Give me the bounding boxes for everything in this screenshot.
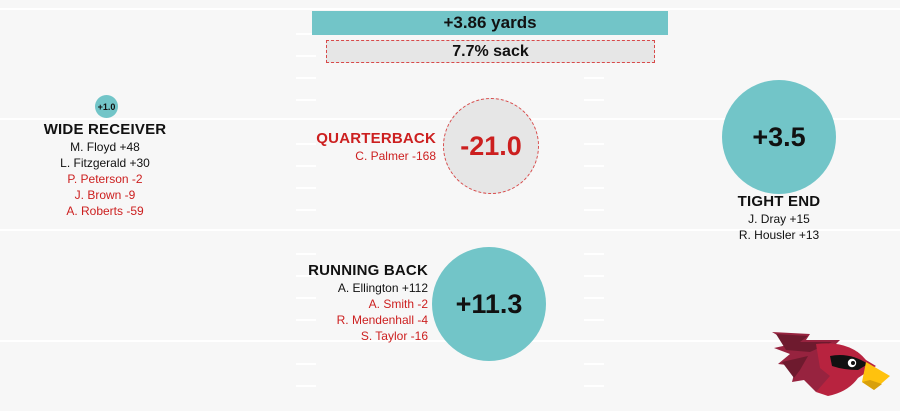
player-stat: R. Mendenhall -4: [336, 313, 428, 327]
wide-receiver-group: WIDE RECEIVER M. Floyd +48 L. Fitzgerald …: [30, 121, 180, 219]
player-stat: L. Fitzgerald +30: [60, 156, 150, 170]
wide-receiver-player-list: M. Floyd +48 L. Fitzgerald +30 P. Peterson…: [30, 139, 180, 219]
quarterback-circle: -21.0: [443, 98, 539, 194]
wide-receiver-circle: +1.0: [95, 95, 118, 118]
field-line: [0, 8, 900, 10]
wide-receiver-title: WIDE RECEIVER: [43, 121, 167, 138]
yards-per-play-value: +3.86 yards: [443, 13, 537, 32]
tight-end-group: TIGHT END J. Dray +15 R. Housler +13: [704, 193, 854, 243]
player-stat: J. Brown -9: [74, 188, 136, 202]
tight-end-circle: +3.5: [722, 80, 836, 194]
yards-per-play-bar: +3.86 yards: [312, 11, 668, 35]
player-stat: R. Housler +13: [738, 228, 820, 242]
tight-end-title: TIGHT END: [737, 193, 821, 210]
player-stat: A. Ellington +112: [337, 281, 428, 295]
tight-end-player-list: J. Dray +15 R. Housler +13: [704, 211, 854, 243]
running-back-player-list: A. Ellington +112 A. Smith -2 R. Mendenhal…: [278, 280, 428, 344]
running-back-circle: +11.3: [432, 247, 546, 361]
player-stat: A. Smith -2: [368, 297, 428, 311]
running-back-group: RUNNING BACK A. Ellington +112 A. Smith -…: [278, 262, 428, 344]
field-line: [0, 229, 900, 231]
quarterback-group: QUARTERBACK C. Palmer -168: [286, 130, 436, 164]
quarterback-value: -21.0: [460, 130, 522, 161]
cardinal-head-icon: [772, 332, 890, 396]
sack-rate-bar: 7.7% sack: [326, 40, 655, 63]
quarterback-title: QUARTERBACK: [316, 130, 436, 147]
player-stat: M. Floyd +48: [70, 140, 140, 154]
running-back-title: RUNNING BACK: [308, 262, 428, 279]
quarterback-player-list: C. Palmer -168: [286, 148, 436, 164]
player-stat: C. Palmer -168: [355, 149, 436, 163]
player-stat: A. Roberts -59: [66, 204, 144, 218]
player-stat: P. Peterson -2: [67, 172, 143, 186]
running-back-value: +11.3: [455, 288, 523, 319]
sack-rate-value: 7.7% sack: [452, 43, 529, 60]
player-stat: S. Taylor -16: [360, 329, 428, 343]
tight-end-value: +3.5: [752, 121, 806, 152]
wide-receiver-value: +1.0: [97, 101, 116, 112]
player-stat: J. Dray +15: [748, 212, 810, 226]
